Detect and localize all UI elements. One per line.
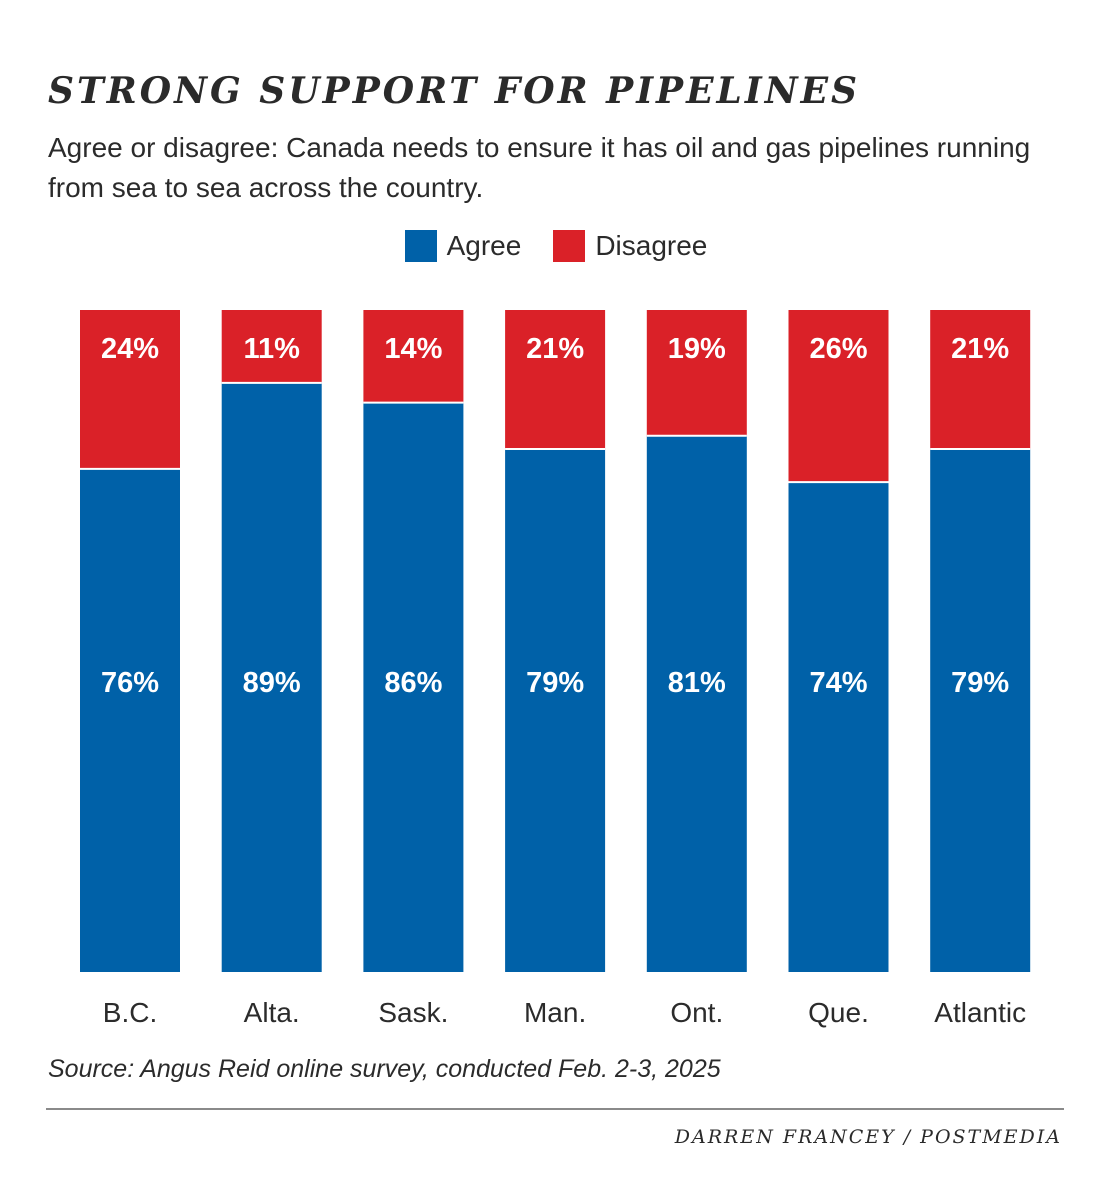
bar-group-sask: 14% 86% Sask. (363, 310, 464, 1028)
bar-group-ont: 19% 81% Ont. (646, 310, 747, 1028)
bar-agree-sask (363, 402, 464, 972)
legend-label-agree: Agree (446, 230, 522, 261)
legend-swatch-disagree (553, 230, 586, 262)
bar-agree-man (505, 449, 606, 972)
bar-agree-ont (646, 435, 747, 972)
category-label-alta: Alta. (244, 997, 300, 1028)
data-label-agree-man: 79% (526, 667, 584, 699)
data-label-disagree-sask: 14% (384, 333, 442, 365)
bar-disagree-atlantic (930, 310, 1031, 450)
data-label-disagree-man: 21% (526, 333, 584, 365)
bar-group-atlantic: 21% 79% Atlantic (930, 310, 1031, 1028)
data-label-disagree-atlantic: 21% (951, 333, 1009, 365)
category-label-bc: B.C. (103, 997, 157, 1028)
bar-agree-que (788, 482, 889, 972)
bar-group-man: 21% 79% Man. (505, 310, 606, 1028)
bar-agree-bc (80, 468, 180, 972)
bar-group-alta: 11% 89% Alta. (221, 310, 322, 1028)
data-label-agree-atlantic: 79% (951, 667, 1009, 699)
data-label-disagree-alta: 11% (243, 333, 300, 365)
bar-disagree-sask (363, 310, 464, 403)
bar-disagree-que (788, 310, 889, 483)
bar-group-que: 26% 74% Que. (788, 310, 889, 1028)
chart-title: STRONG SUPPORT FOR PIPELINES (48, 70, 861, 112)
chart-subtitle: Agree or disagree: Canada needs to ensur… (48, 132, 1031, 203)
category-label-que: Que. (808, 997, 869, 1028)
credit-line: DARREN FRANCEY / POSTMEDIA (674, 1126, 1062, 1148)
source-note: Source: Angus Reid online survey, conduc… (48, 1055, 721, 1083)
bar-agree-alta (221, 382, 322, 972)
bar-disagree-alta (221, 310, 322, 383)
bar-disagree-man (505, 310, 606, 450)
data-label-disagree-ont: 19% (668, 333, 726, 365)
category-label-sask: Sask. (378, 997, 448, 1028)
category-label-ont: Ont. (670, 997, 723, 1028)
category-label-atlantic: Atlantic (934, 997, 1026, 1028)
bar-disagree-ont (646, 310, 747, 436)
legend-item-agree: Agree (404, 230, 522, 262)
footer-divider (46, 1108, 1064, 1110)
data-label-agree-sask: 86% (384, 667, 442, 699)
data-label-agree-alta: 89% (243, 667, 301, 699)
bar-group-bc: 24% 76% B.C. (80, 310, 180, 1028)
legend-label-disagree: Disagree (595, 230, 708, 261)
legend-swatch-agree (404, 230, 437, 262)
data-label-disagree-que: 26% (809, 333, 867, 365)
data-label-agree-que: 74% (809, 667, 867, 699)
chart-legend: Agree Disagree (0, 230, 1112, 262)
category-label-man: Man. (524, 997, 586, 1028)
data-label-disagree-bc: 24% (101, 333, 159, 365)
legend-item-disagree: Disagree (553, 230, 707, 262)
data-label-agree-bc: 76% (101, 667, 159, 699)
bar-disagree-bc (80, 310, 180, 469)
bar-agree-atlantic (930, 449, 1031, 972)
data-label-agree-ont: 81% (668, 667, 726, 699)
